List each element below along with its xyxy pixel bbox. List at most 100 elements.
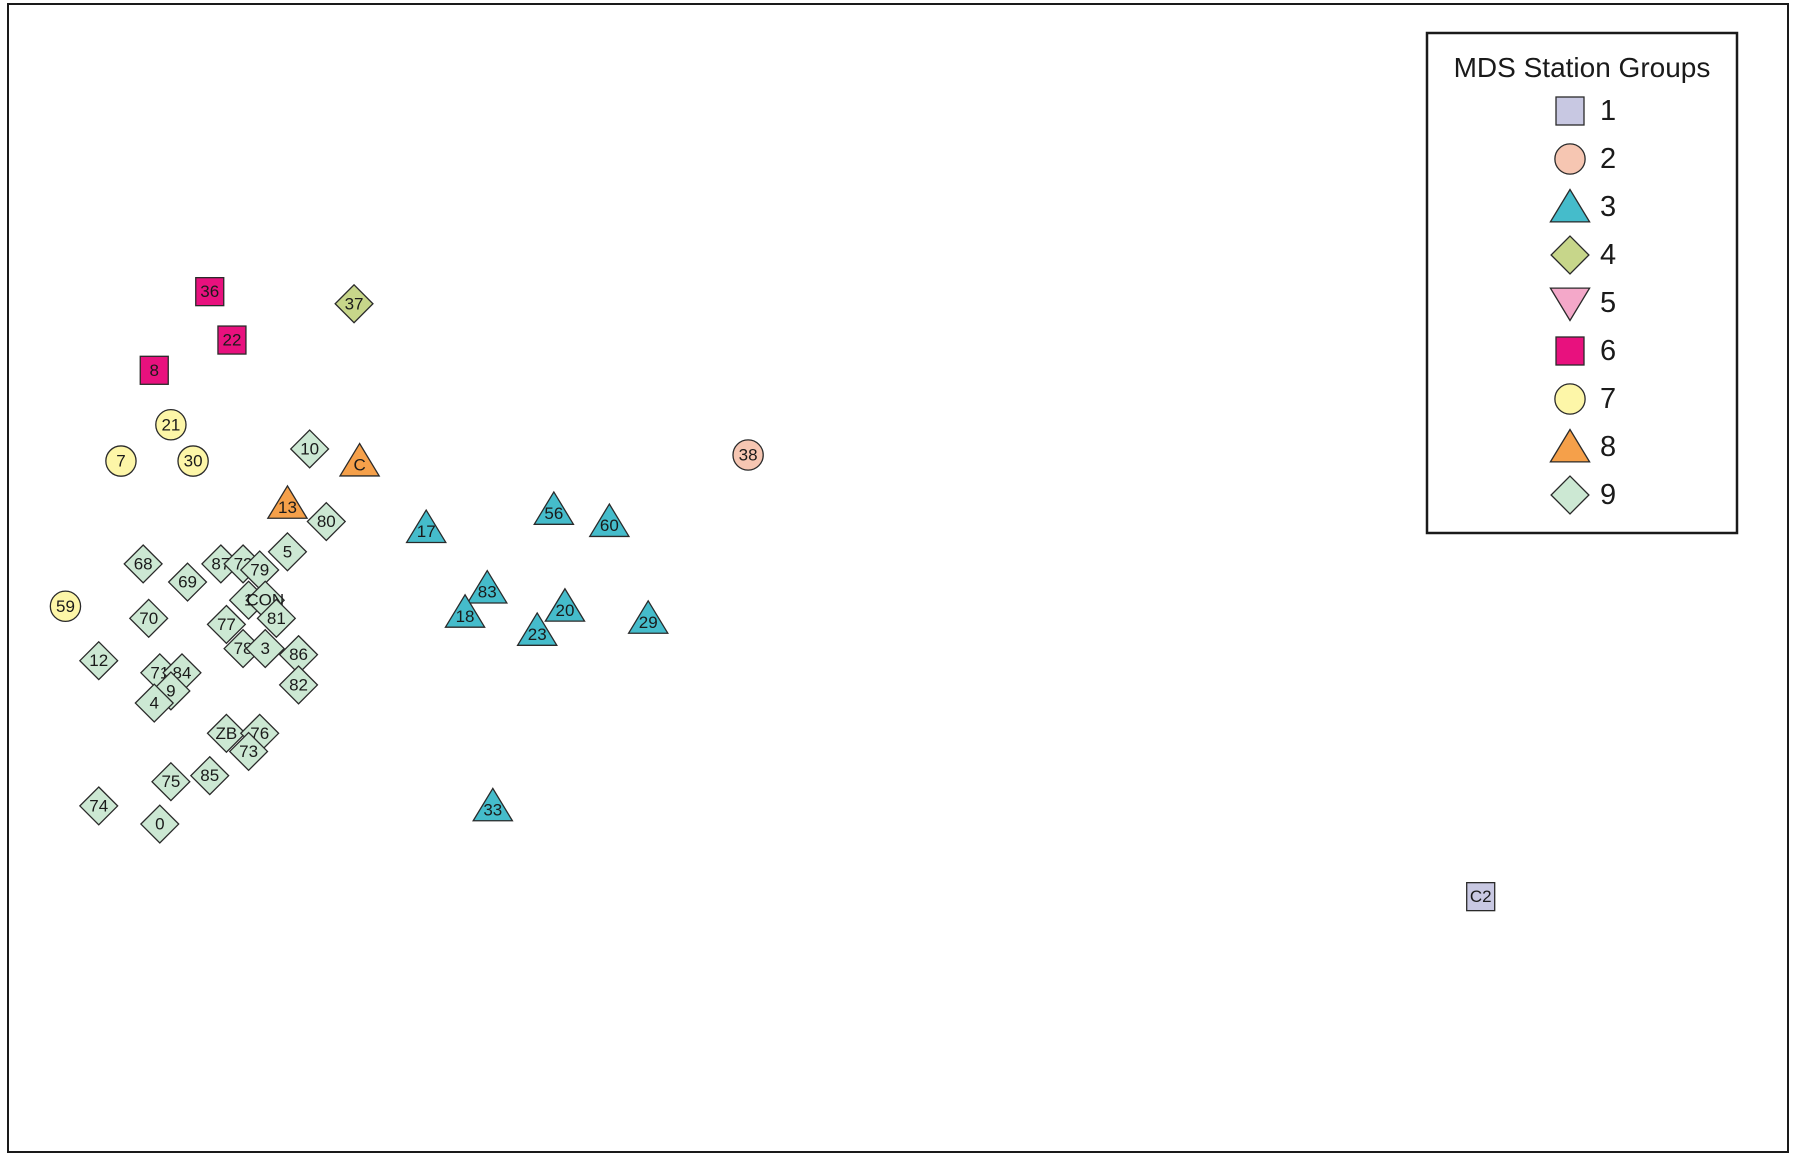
data-point: 82: [278, 665, 319, 705]
legend-label: 7: [1600, 383, 1616, 415]
point-label: 60: [600, 516, 619, 535]
legend-swatch-group-6: [1555, 336, 1585, 366]
point-marker-group-2: [732, 439, 764, 471]
data-point: 83: [466, 569, 509, 604]
legend-item: 8: [1549, 428, 1616, 463]
point-label: 29: [639, 613, 658, 632]
point-label: 21: [161, 415, 180, 434]
point-marker-group-8: [266, 484, 309, 519]
point-label: 68: [134, 554, 153, 573]
data-point: 68: [123, 544, 163, 584]
data-point: 30: [177, 445, 209, 477]
point-marker-group-6: [139, 355, 169, 385]
point-marker-group-9: [123, 544, 163, 584]
data-point: 75: [151, 761, 191, 802]
point-marker-group-9: [206, 713, 247, 754]
point-label: 69: [178, 573, 197, 592]
data-point: 38: [732, 439, 764, 471]
point-marker-group-9: [189, 755, 230, 796]
legend-item: 3: [1549, 188, 1616, 223]
data-point: 36: [195, 276, 225, 307]
data-point: 3: [245, 628, 286, 669]
point-label: 18: [456, 607, 475, 626]
legend-item: 2: [1554, 143, 1616, 175]
data-point: 76: [239, 713, 280, 754]
legend-swatch-group-7: [1554, 383, 1586, 415]
legend: MDS Station Groups 1 2 3 4 5 6 7 8 9: [1425, 31, 1739, 535]
data-point: 5: [267, 531, 308, 572]
data-point: 13: [266, 484, 309, 519]
data-point: 12: [78, 640, 119, 681]
point-label: 3: [261, 639, 270, 658]
point-label: 22: [222, 331, 241, 350]
legend-label: 8: [1600, 431, 1616, 463]
point-marker-group-3: [533, 490, 575, 525]
legend-swatch-group-5: [1549, 287, 1591, 322]
point-marker-group-9: [228, 731, 269, 772]
data-point: 77: [206, 604, 247, 645]
legend-items: 1 2 3 4 5 6 7 8 9: [1549, 95, 1616, 515]
point-label: 75: [161, 772, 180, 791]
point-marker-group-9: [245, 628, 286, 669]
data-point: 70: [128, 598, 169, 639]
legend-label: 2: [1600, 143, 1616, 175]
legend-title: MDS Station Groups: [1454, 52, 1711, 83]
point-marker-group-7: [49, 590, 82, 623]
data-point: 33: [472, 787, 514, 822]
legend-item: 9: [1550, 475, 1616, 515]
point-label: 73: [239, 742, 258, 761]
data-point: 10: [289, 429, 330, 469]
legend-swatch-group-4: [1550, 235, 1590, 275]
point-marker-group-3: [444, 593, 486, 628]
point-marker-group-9: [151, 761, 191, 802]
point-label: 78: [234, 639, 253, 658]
point-label: 17: [417, 522, 436, 541]
point-marker-group-9: [289, 429, 330, 469]
point-marker-group-9: [306, 501, 347, 542]
point-label: 77: [217, 615, 236, 634]
data-points: C2381756608318202329333755362282130759C1…: [49, 276, 1496, 912]
legend-label: 4: [1600, 239, 1616, 271]
point-marker-group-9: [267, 531, 308, 572]
point-marker-group-6: [217, 325, 247, 355]
data-point: 29: [627, 599, 669, 634]
point-marker-group-3: [472, 787, 514, 822]
point-label: 59: [56, 597, 75, 616]
legend-item: 7: [1554, 383, 1616, 415]
data-point: 37: [334, 283, 374, 324]
point-marker-group-3: [516, 611, 558, 646]
point-label: 79: [250, 560, 269, 579]
data-point: 17: [405, 508, 447, 544]
point-label: 30: [184, 452, 203, 471]
point-label: 0: [155, 815, 164, 834]
data-point: 74: [78, 786, 119, 826]
point-marker-group-6: [195, 276, 225, 307]
data-point: 78: [223, 628, 263, 669]
data-point: 81: [256, 598, 297, 639]
point-label: 70: [139, 609, 158, 628]
point-marker-group-7: [155, 408, 187, 441]
point-label: 10: [300, 439, 319, 458]
point-marker-group-3: [466, 569, 509, 604]
data-point: 56: [533, 490, 575, 525]
point-marker-group-9: [78, 640, 119, 681]
data-point: ZB: [206, 713, 247, 754]
legend-label: 3: [1600, 191, 1616, 223]
legend-label: 9: [1600, 479, 1616, 511]
point-marker-group-7: [105, 445, 137, 477]
point-label: 8: [150, 361, 159, 380]
point-marker-group-9: [167, 562, 208, 602]
legend-item: 5: [1549, 287, 1616, 322]
data-point: 85: [189, 755, 230, 796]
point-label: 38: [739, 446, 758, 465]
legend-label: 6: [1600, 335, 1616, 367]
legend-swatch-group-3: [1549, 188, 1591, 223]
data-point: 18: [444, 593, 486, 628]
data-point: 20: [544, 587, 586, 622]
data-point: 22: [217, 325, 247, 355]
point-label: 12: [89, 651, 108, 670]
point-marker-group-4: [334, 283, 374, 324]
point-label: 80: [317, 512, 336, 531]
point-label: C2: [1470, 887, 1492, 906]
